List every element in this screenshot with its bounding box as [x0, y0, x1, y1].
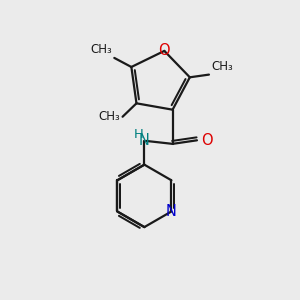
Text: CH₃: CH₃ — [91, 43, 112, 56]
Text: CH₃: CH₃ — [211, 59, 233, 73]
Text: N: N — [166, 204, 177, 219]
Text: H: H — [134, 128, 143, 142]
Text: CH₃: CH₃ — [98, 110, 120, 123]
Text: O: O — [201, 133, 212, 148]
Text: O: O — [158, 44, 170, 59]
Text: N: N — [139, 134, 150, 148]
